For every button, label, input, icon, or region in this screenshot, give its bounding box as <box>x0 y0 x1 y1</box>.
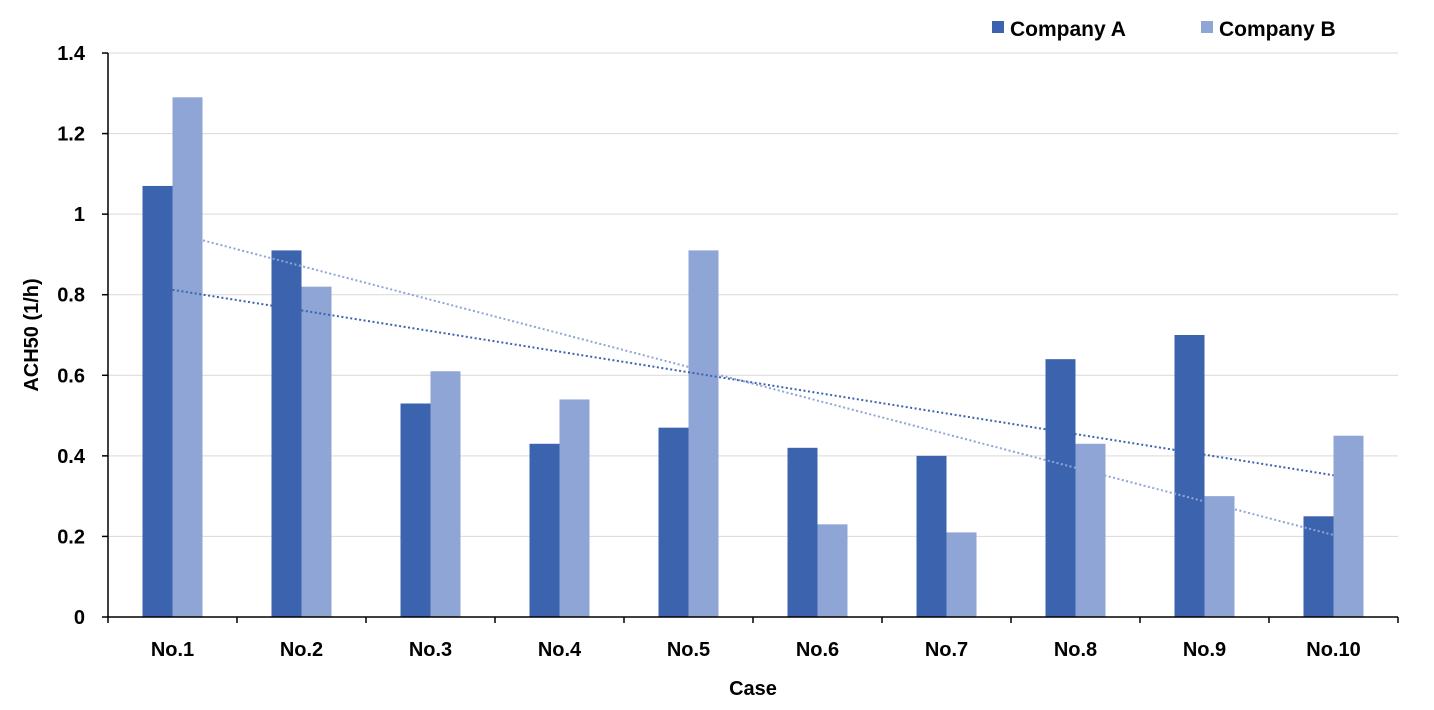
legend-label-company-a: Company A <box>1010 18 1126 41</box>
bar-company-b-no1 <box>172 97 203 618</box>
bars <box>142 97 1364 618</box>
x-tick-label: No.9 <box>1183 639 1226 661</box>
axes <box>102 52 1399 623</box>
bar-company-a-no5 <box>658 427 689 617</box>
x-tick-label: No.2 <box>280 639 323 661</box>
legend: Company A Company B <box>992 18 1336 41</box>
x-tick-label: No.5 <box>667 639 710 661</box>
legend-swatch-company-a <box>992 21 1004 33</box>
x-tick-label: No.6 <box>796 639 839 661</box>
bar-company-a-no8 <box>1045 359 1076 617</box>
legend-swatch-company-b <box>1201 21 1213 33</box>
x-tick-label: No.3 <box>409 639 452 661</box>
bar-company-a-no9 <box>1174 335 1205 617</box>
trendline-company-b <box>172 231 1334 537</box>
y-tick-label: 1.2 <box>57 124 85 146</box>
bar-company-b-no10 <box>1333 435 1364 617</box>
tick-labels: 0 0.2 0.4 0.6 0.8 1 1.2 1.4 No.1 No.2 No.3 No.4 No.5… <box>57 43 1361 661</box>
y-tick-label: 0.4 <box>57 446 86 468</box>
bar-company-b-no4 <box>559 399 590 617</box>
y-tick-label: 0.8 <box>57 285 85 307</box>
bar-company-b-no2 <box>301 286 332 617</box>
bar-company-a-no2 <box>271 250 302 617</box>
bar-company-a-no1 <box>142 185 173 617</box>
y-tick-label: 0 <box>74 607 85 629</box>
x-tick-label: No.7 <box>925 639 968 661</box>
bar-company-b-no6 <box>817 524 848 617</box>
bar-company-b-no7 <box>946 532 977 617</box>
y-tick-label: 1.4 <box>57 43 86 65</box>
bar-company-b-no3 <box>430 371 461 617</box>
x-axis-title: Case <box>729 678 777 700</box>
y-tick-label: 0.6 <box>57 365 85 387</box>
bar-company-b-no8 <box>1075 443 1106 617</box>
bar-company-b-no5 <box>688 250 719 617</box>
bar-company-b-no9 <box>1204 496 1235 617</box>
y-axis-title: ACH50 (1/h) <box>21 278 43 391</box>
x-tick-label: No.10 <box>1306 639 1360 661</box>
bar-company-a-no6 <box>787 447 818 617</box>
y-tick-label: 0.2 <box>57 526 85 548</box>
trendlines <box>172 231 1334 537</box>
legend-label-company-b: Company B <box>1219 18 1336 41</box>
x-tick-label: No.1 <box>151 639 194 661</box>
x-tick-label: No.4 <box>538 639 582 661</box>
bar-company-a-no7 <box>916 455 947 617</box>
y-tick-label: 1 <box>74 204 85 226</box>
bar-company-a-no4 <box>529 443 560 617</box>
x-tick-label: No.8 <box>1054 639 1097 661</box>
bar-company-a-no3 <box>400 403 431 617</box>
trendline-company-a <box>172 288 1334 477</box>
